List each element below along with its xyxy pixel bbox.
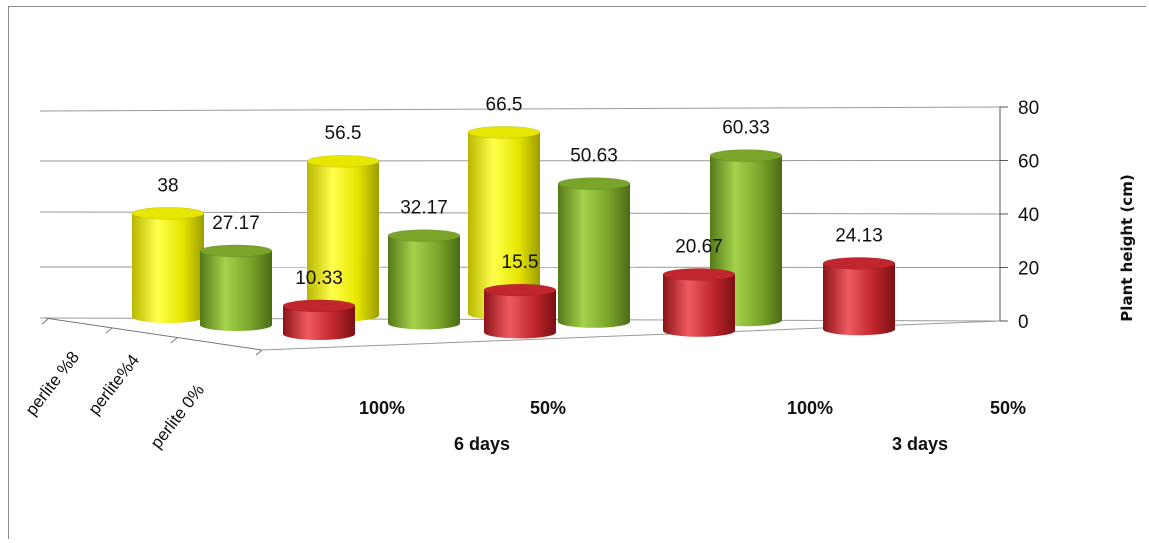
bar-top <box>199 244 273 258</box>
bar-top <box>662 268 736 281</box>
bar-top <box>483 283 557 297</box>
bar <box>483 283 557 339</box>
data-label: 27.17 <box>212 213 260 234</box>
bar <box>557 177 631 328</box>
bar <box>282 299 356 340</box>
gridline <box>39 106 1001 112</box>
category-label: 50% <box>530 398 566 418</box>
category-label: 50% <box>990 398 1026 418</box>
bar-top <box>822 257 896 270</box>
bar-body <box>283 305 355 340</box>
group-label: 3 days <box>892 434 948 454</box>
y-tick-label: 80 <box>1018 98 1039 119</box>
data-label: 38 <box>157 175 178 196</box>
bar <box>467 126 541 320</box>
depth-tick-mark <box>41 318 49 325</box>
series-label: perlite%4 <box>85 351 144 419</box>
data-label: 66.5 <box>486 94 523 115</box>
chart-frame <box>8 6 1146 539</box>
depth-axis-line <box>44 317 263 351</box>
data-label: 24.13 <box>835 225 883 246</box>
category-label: 100% <box>359 398 405 418</box>
y-tick-label: 20 <box>1018 259 1039 280</box>
bar <box>662 268 736 337</box>
data-label: 56.5 <box>325 123 362 144</box>
bar-top <box>306 154 380 168</box>
data-label: 50.63 <box>570 146 618 167</box>
bar-body <box>823 263 895 336</box>
data-label: 60.33 <box>722 118 770 139</box>
y-tick-label: 0 <box>1018 312 1029 333</box>
bar <box>387 229 461 330</box>
data-label: 10.33 <box>295 268 343 289</box>
bar <box>306 154 380 322</box>
bar-top <box>282 299 356 313</box>
bar-body <box>558 183 630 328</box>
bar-body <box>484 290 556 339</box>
series-label: perlite 0% <box>147 381 209 452</box>
bar-body <box>388 235 460 330</box>
bar-top <box>467 126 541 139</box>
bar-top <box>557 177 631 190</box>
depth-tick-mark <box>170 337 178 344</box>
bar-top <box>387 229 461 242</box>
y-tick-label: 40 <box>1018 205 1039 226</box>
category-label: 100% <box>787 398 833 418</box>
bar <box>199 244 273 331</box>
bar-body <box>200 250 272 331</box>
data-label: 20.67 <box>675 236 723 257</box>
bar-body <box>307 161 379 322</box>
bar <box>131 207 205 323</box>
bar-body <box>468 132 540 320</box>
bar-top <box>131 207 205 220</box>
bar <box>822 257 896 336</box>
bar-top <box>709 149 783 162</box>
bar-body <box>132 213 204 323</box>
series-label: perlite %8 <box>22 348 84 419</box>
bar-body <box>663 274 735 337</box>
group-label: 6 days <box>454 434 510 454</box>
depth-tick-mark <box>255 349 263 356</box>
data-label: 32.17 <box>400 198 448 219</box>
depth-tick-mark <box>105 327 113 334</box>
data-label: 15.5 <box>502 252 539 273</box>
y-tick-label: 60 <box>1018 152 1039 173</box>
y-axis-title: Plant height (cm) <box>1118 174 1136 321</box>
